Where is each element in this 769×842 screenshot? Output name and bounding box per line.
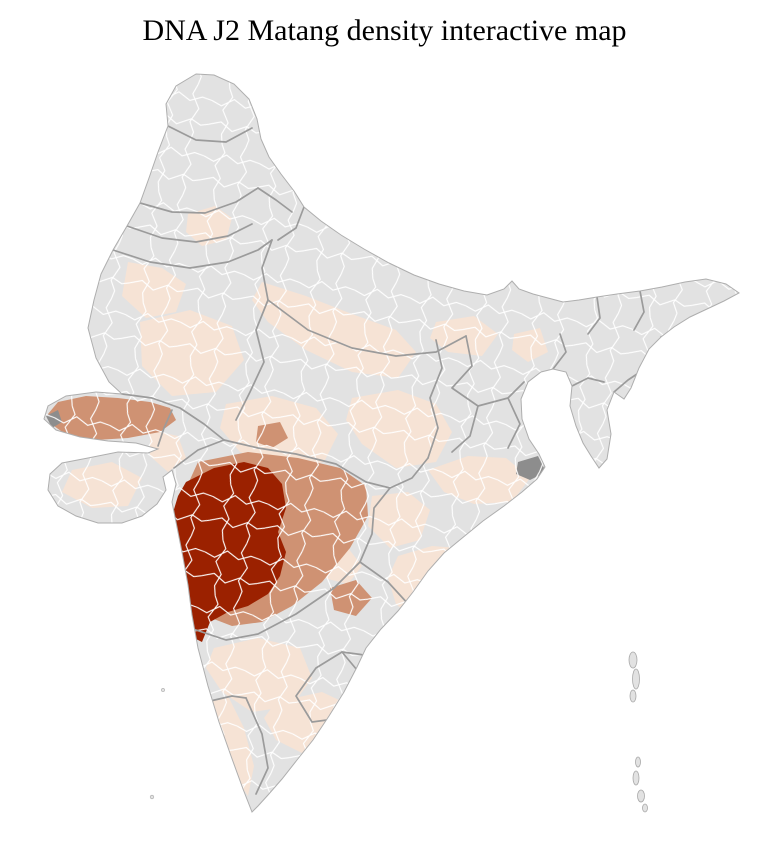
andaman-islands[interactable] [628, 651, 648, 813]
country-outline [43, 73, 740, 813]
state-borders [112, 125, 691, 795]
page-title: DNA J2 Matang density interactive map [142, 14, 627, 47]
lakshadweep-islands[interactable] [149, 688, 165, 800]
